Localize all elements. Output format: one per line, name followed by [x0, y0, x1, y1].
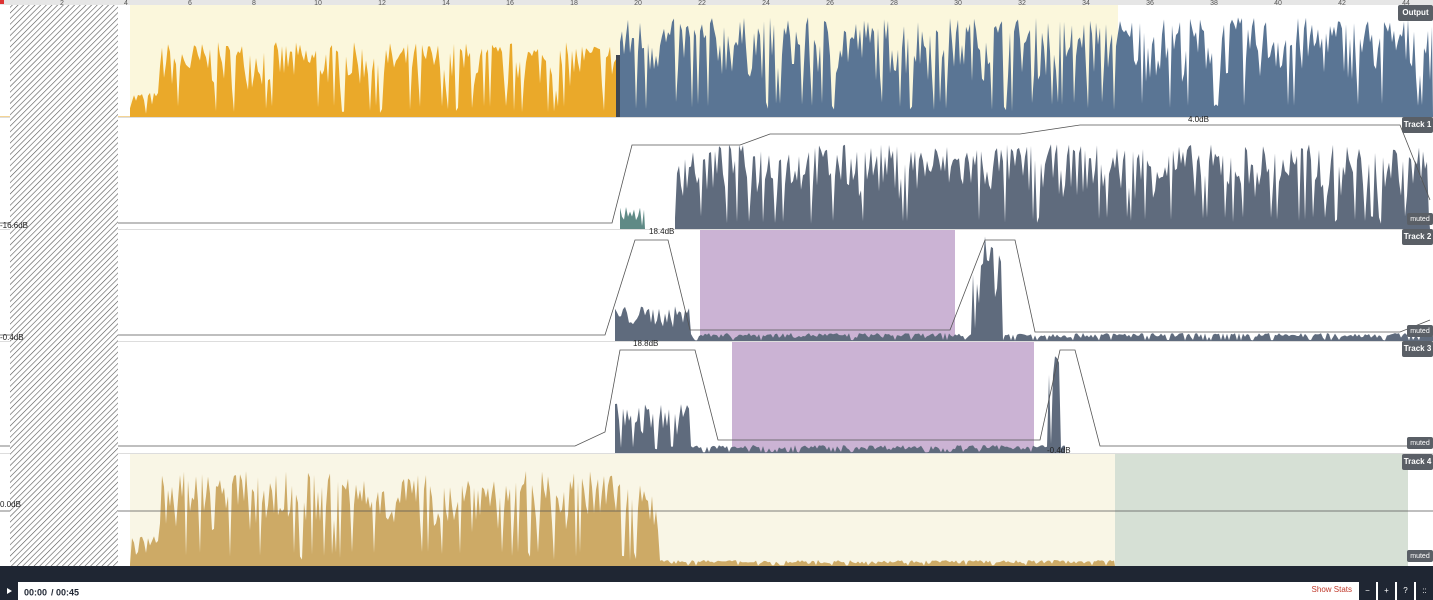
track-tag[interactable] [1402, 454, 1433, 470]
control-glyph: − [1365, 586, 1370, 595]
ruler-label: 18 [570, 0, 578, 7]
waveform [675, 144, 1430, 229]
track-tag[interactable] [1402, 117, 1433, 133]
ruler-label: 32 [1018, 0, 1026, 7]
time-duration: 00:45 [56, 587, 79, 597]
region [1115, 454, 1408, 566]
disabled-region [10, 5, 118, 566]
tracks [0, 5, 1433, 566]
split-marker [616, 55, 620, 117]
ruler-label: 28 [890, 0, 898, 7]
control-button[interactable] [1359, 582, 1376, 600]
track-tag[interactable] [1398, 5, 1433, 21]
envelope [0, 124, 1431, 224]
waveform [620, 207, 645, 229]
ruler-label: 4 [124, 0, 128, 7]
ruler-label: 42 [1338, 0, 1346, 7]
ruler-label: 40 [1274, 0, 1282, 7]
muted-label: muted [1410, 553, 1430, 560]
gain-label: -0.4dB [1047, 446, 1071, 455]
ruler-label: 24 [762, 0, 770, 7]
gain-label: -16.6dB [0, 221, 28, 230]
gain-label: 0.0dB [0, 500, 21, 509]
play-icon [7, 588, 12, 594]
show-stats[interactable]: Show Stats [1312, 585, 1352, 594]
control-glyph: + [1384, 586, 1389, 595]
ruler-label: 22 [698, 0, 706, 7]
waveform [620, 17, 1433, 118]
gain-label: 18.8dB [633, 339, 658, 348]
track-name: Track 1 [1404, 120, 1432, 129]
ruler-label: 30 [954, 0, 962, 7]
control-button[interactable] [1397, 582, 1414, 600]
muted-label: muted [1410, 328, 1430, 335]
muted-label: muted [1410, 440, 1430, 447]
gain-label: 4.0dB [1188, 115, 1209, 124]
time-separator: / [51, 587, 54, 597]
control-glyph: ? [1403, 586, 1408, 595]
muted-badge[interactable] [1407, 437, 1433, 449]
gain-label: -0.4dB [0, 333, 24, 342]
envelope [0, 239, 1431, 336]
ruler-label: 26 [826, 0, 834, 7]
track-name: Track 2 [1404, 232, 1432, 241]
region [732, 342, 1034, 453]
ruler-label: 20 [634, 0, 642, 7]
scrollbar [0, 566, 1433, 582]
ruler-label: 36 [1146, 0, 1154, 7]
control-glyph: :: [1422, 586, 1426, 595]
track-tag[interactable] [1402, 341, 1433, 357]
time-current: 00:00 [24, 587, 47, 597]
ruler-label: 38 [1210, 0, 1218, 7]
ruler-label: 10 [314, 0, 322, 7]
ruler-label: 8 [252, 0, 256, 7]
envelope [0, 349, 1430, 447]
muted-badge[interactable] [1407, 550, 1433, 562]
playhead [0, 0, 4, 4]
ruler-label: 12 [378, 0, 386, 7]
control-button[interactable] [1378, 582, 1395, 600]
muted-badge[interactable] [1407, 213, 1433, 225]
gain-label: 18.4dB [649, 227, 674, 236]
waveform [130, 471, 1115, 566]
muted-badge[interactable] [1407, 325, 1433, 337]
ruler-label: 34 [1082, 0, 1090, 7]
ruler-label: 14 [442, 0, 450, 7]
track-name: Output [1402, 8, 1429, 17]
ruler-label: 2 [60, 0, 64, 7]
region [700, 230, 955, 341]
track-name: Track 3 [1404, 344, 1432, 353]
waveform [130, 42, 618, 117]
ruler-label: 44 [1402, 0, 1410, 7]
track-name: Track 4 [1404, 457, 1432, 466]
ruler-label: 6 [188, 0, 192, 7]
control-button[interactable] [1416, 582, 1433, 600]
ruler [0, 0, 1433, 5]
ruler-label: 16 [506, 0, 514, 7]
track-tag[interactable] [1402, 229, 1433, 245]
muted-label: muted [1410, 216, 1430, 223]
labels: Output Track 1 muted 4.0dB -16.6dB Track 2 mut… [0, 5, 1433, 562]
region [130, 454, 1115, 566]
waveform [615, 356, 1065, 453]
